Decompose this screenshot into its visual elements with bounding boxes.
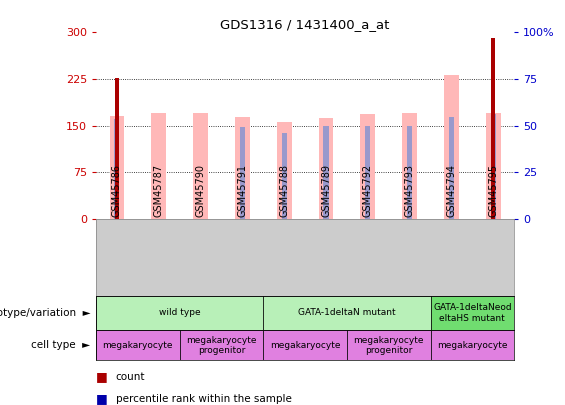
- Bar: [115, 78, 119, 219]
- Bar: [180, 330, 263, 360]
- Bar: [96, 330, 180, 360]
- Text: GATA-1deltaN mutant: GATA-1deltaN mutant: [298, 308, 395, 318]
- Text: genotype/variation  ►: genotype/variation ►: [0, 308, 90, 318]
- Bar: [319, 118, 333, 219]
- Text: wild type: wild type: [159, 308, 201, 318]
- Text: percentile rank within the sample: percentile rank within the sample: [116, 394, 292, 404]
- Text: megakaryocyte: megakaryocyte: [437, 341, 507, 350]
- Text: megakaryocyte
progenitor: megakaryocyte progenitor: [186, 336, 257, 355]
- Bar: [449, 117, 454, 219]
- Bar: [491, 38, 496, 219]
- Bar: [347, 330, 431, 360]
- Bar: [491, 114, 496, 219]
- Bar: [407, 126, 412, 219]
- Bar: [277, 122, 292, 219]
- Bar: [431, 330, 514, 360]
- Text: megakaryocyte: megakaryocyte: [103, 341, 173, 350]
- Bar: [151, 113, 166, 219]
- Bar: [235, 117, 250, 219]
- Bar: [402, 113, 417, 219]
- Bar: [360, 114, 375, 219]
- Text: cell type  ►: cell type ►: [31, 340, 90, 350]
- Bar: [444, 75, 459, 219]
- Bar: [193, 113, 208, 219]
- Text: megakaryocyte: megakaryocyte: [270, 341, 340, 350]
- Text: ■: ■: [96, 370, 108, 383]
- Bar: [431, 296, 514, 330]
- Text: GATA-1deltaNeod
eltaHS mutant: GATA-1deltaNeod eltaHS mutant: [433, 303, 512, 322]
- Bar: [263, 330, 347, 360]
- Text: count: count: [116, 372, 145, 382]
- Text: ■: ■: [96, 392, 108, 405]
- Bar: [115, 119, 119, 219]
- Bar: [282, 133, 286, 219]
- Bar: [240, 128, 245, 219]
- Bar: [96, 296, 263, 330]
- Bar: [324, 126, 328, 219]
- Bar: [263, 296, 431, 330]
- Title: GDS1316 / 1431400_a_at: GDS1316 / 1431400_a_at: [220, 18, 390, 31]
- Bar: [110, 116, 124, 219]
- Bar: [366, 126, 370, 219]
- Text: megakaryocyte
progenitor: megakaryocyte progenitor: [354, 336, 424, 355]
- Bar: [486, 113, 501, 219]
